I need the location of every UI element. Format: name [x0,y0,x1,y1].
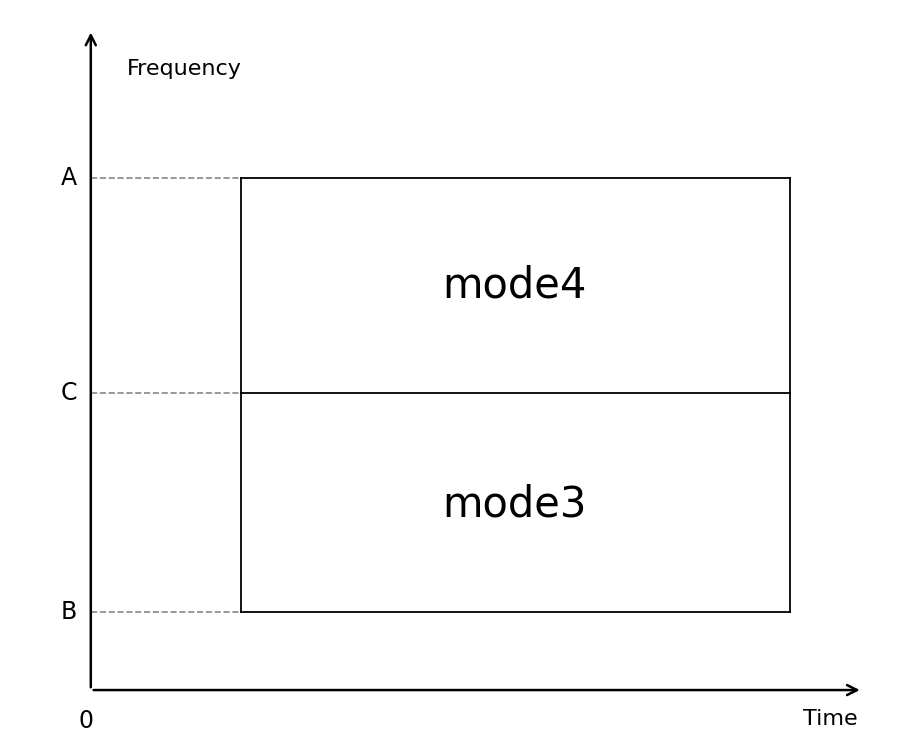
Text: mode4: mode4 [442,265,587,306]
Text: A: A [61,166,77,190]
Text: Frequency: Frequency [127,59,242,79]
Text: 0: 0 [79,709,94,732]
Text: mode3: mode3 [442,484,587,525]
Text: Time: Time [804,709,858,729]
Text: C: C [61,381,77,405]
Text: B: B [61,600,77,624]
